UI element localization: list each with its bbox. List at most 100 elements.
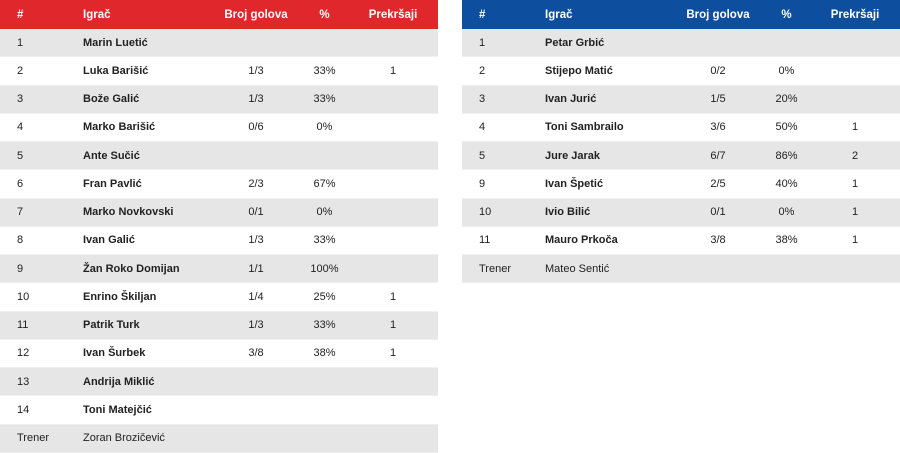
header-goals: Broj golova: [224, 8, 288, 21]
player-goals: 6/7: [710, 149, 726, 162]
player-goals: 1/3: [248, 93, 264, 106]
header-percent: %: [319, 8, 330, 21]
table-row: 12 Ivan Šurbek 3/8 38% 1: [0, 339, 438, 368]
player-number: 10: [479, 206, 492, 219]
player-name: Marko Novkovski: [83, 206, 174, 219]
player-number: 9: [17, 262, 24, 275]
header-player: Igrač: [545, 8, 573, 21]
player-number: 14: [17, 403, 30, 416]
player-number: 4: [17, 121, 24, 134]
player-number: 3: [479, 93, 486, 106]
table-row: 6 Fran Pavlić 2/3 67%: [0, 170, 438, 199]
header-percent: %: [781, 8, 792, 21]
player-fouls: 1: [389, 290, 397, 303]
player-percent: 25%: [313, 290, 336, 303]
coach-name: Mateo Sentić: [545, 262, 610, 275]
header-number: #: [17, 8, 24, 21]
table-row: 13 Andrija Miklić: [0, 368, 438, 397]
table-row: 8 Ivan Galić 1/3 33%: [0, 226, 438, 255]
player-percent: 100%: [310, 262, 339, 275]
player-percent: 0%: [316, 121, 333, 134]
player-percent: 50%: [775, 121, 798, 134]
player-percent: 86%: [775, 149, 798, 162]
player-number: 12: [17, 347, 30, 360]
player-name: Ivio Bilić: [545, 206, 591, 219]
table-row: 3 Bože Galić 1/3 33%: [0, 85, 438, 114]
player-number: 2: [17, 64, 24, 77]
table-row: 10 Ivio Bilić 0/1 0% 1: [462, 198, 900, 227]
player-goals: 0/1: [710, 206, 726, 219]
player-name: Ivan Špetić: [545, 177, 604, 190]
player-number: 6: [17, 177, 24, 190]
coach-label: Trener: [479, 262, 511, 275]
table-row: 4 Marko Barišić 0/6 0%: [0, 113, 438, 142]
player-percent: 40%: [775, 177, 798, 190]
player-percent: 0%: [316, 206, 333, 219]
coach-row: Trener Zoran Brozičević: [0, 424, 438, 453]
player-percent: 38%: [775, 234, 798, 247]
table-row: 5 Jure Jarak 6/7 86% 2: [462, 142, 900, 171]
player-goals: 3/8: [248, 347, 264, 360]
player-goals: 1/4: [248, 290, 264, 303]
player-name: Fran Pavlić: [83, 177, 142, 190]
player-percent: 67%: [313, 177, 336, 190]
player-number: 7: [17, 206, 24, 219]
player-name: Petar Grbić: [545, 36, 605, 49]
player-goals: 3/6: [710, 121, 726, 134]
player-percent: 0%: [778, 64, 795, 77]
table-row: 2 Stijepo Matić 0/2 0%: [462, 57, 900, 86]
player-goals: 2/3: [248, 177, 264, 190]
player-goals: 0/1: [248, 206, 264, 219]
player-name: Jure Jarak: [545, 149, 601, 162]
player-name: Stijepo Matić: [545, 64, 613, 77]
player-goals: 1/1: [248, 262, 264, 275]
player-name: Toni Matejčić: [83, 403, 152, 416]
header-player: Igrač: [83, 8, 111, 21]
player-percent: 33%: [313, 234, 336, 247]
player-goals: 0/2: [710, 64, 726, 77]
player-name: Bože Galić: [83, 93, 140, 106]
player-goals: 1/5: [710, 93, 726, 106]
table-row: 11 Patrik Turk 1/3 33% 1: [0, 311, 438, 340]
table-row: 14 Toni Matejčić: [0, 396, 438, 425]
player-number: 1: [17, 36, 24, 49]
player-goals: 2/5: [710, 177, 726, 190]
home-table-header: # Igrač Broj golova % Prekršaji: [0, 0, 438, 29]
player-name: Ante Sučić: [83, 149, 140, 162]
home-team-stats-table: # Igrač Broj golova % Prekršaji 1 Marin L…: [0, 0, 438, 453]
table-row: 7 Marko Novkovski 0/1 0%: [0, 198, 438, 227]
coach-label: Trener: [17, 432, 49, 445]
coach-name: Zoran Brozičević: [83, 432, 165, 445]
player-fouls: 2: [851, 149, 859, 162]
player-fouls: 1: [389, 64, 397, 77]
header-goals: Broj golova: [686, 8, 750, 21]
player-name: Ivan Galić: [83, 234, 135, 247]
home-table-body: 1 Marin Luetić 2 Luka Barišić 1/3 33% 1 3 Bože G…: [0, 29, 438, 453]
player-name: Marin Luetić: [83, 36, 148, 49]
table-row: 4 Toni Sambrailo 3/6 50% 1: [462, 113, 900, 142]
player-number: 1: [479, 36, 486, 49]
player-name: Ivan Jurić: [545, 93, 597, 106]
player-number: 11: [479, 234, 491, 247]
player-fouls: 1: [389, 319, 397, 332]
away-team-stats-table: # Igrač Broj golova % Prekršaji 1 Petar G…: [462, 0, 900, 284]
header-number: #: [479, 8, 486, 21]
table-row: 5 Ante Sučić: [0, 142, 438, 171]
player-fouls: 1: [851, 121, 859, 134]
player-fouls: 1: [389, 347, 397, 360]
player-name: Patrik Turk: [83, 319, 140, 332]
player-number: 4: [479, 121, 486, 134]
player-percent: 0%: [778, 206, 795, 219]
table-row: 9 Žan Roko Domijan 1/1 100%: [0, 255, 438, 284]
player-fouls: 1: [851, 177, 859, 190]
player-name: Ivan Šurbek: [83, 347, 146, 360]
player-number: 11: [17, 319, 29, 332]
away-table-header: # Igrač Broj golova % Prekršaji: [462, 0, 900, 29]
table-row: 11 Mauro Prkoča 3/8 38% 1: [462, 226, 900, 255]
player-name: Andrija Miklić: [83, 375, 155, 388]
player-fouls: 1: [851, 206, 859, 219]
player-fouls: 1: [851, 234, 859, 247]
player-number: 9: [479, 177, 486, 190]
away-table-body: 1 Petar Grbić 2 Stijepo Matić 0/2 0% 3 Ivan Jur…: [462, 29, 900, 284]
player-goals: 1/3: [248, 234, 264, 247]
